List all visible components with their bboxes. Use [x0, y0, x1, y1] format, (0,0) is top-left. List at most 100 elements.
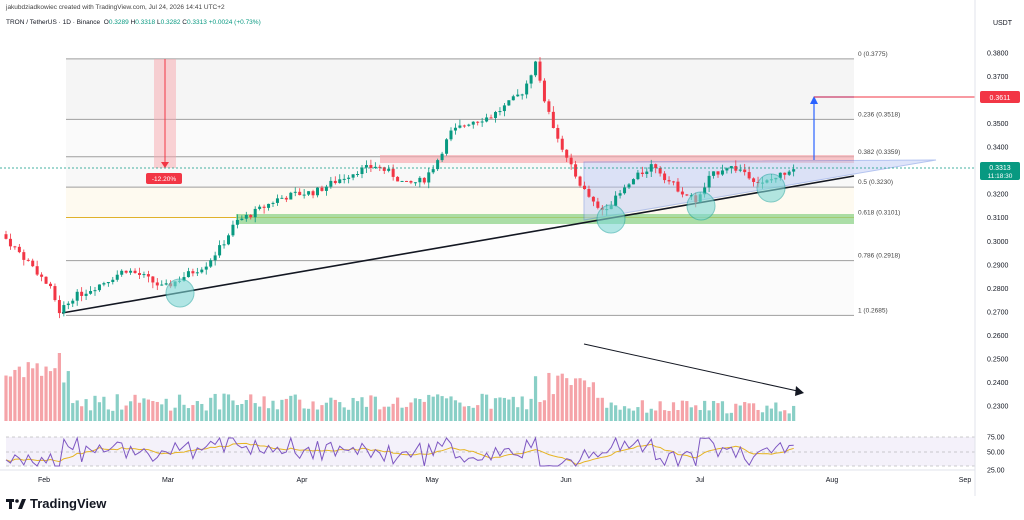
- volume-bar: [151, 401, 155, 421]
- volume-bar: [8, 376, 13, 421]
- volume-bar: [591, 382, 595, 421]
- candle-body: [485, 117, 489, 122]
- candle-body: [40, 274, 44, 277]
- time-tick: Jun: [560, 477, 571, 484]
- candle-body: [445, 139, 449, 154]
- volume-bar: [66, 371, 70, 421]
- volume-bar: [711, 400, 716, 421]
- volume-bar: [164, 398, 168, 421]
- candle-body: [57, 300, 61, 314]
- volume-bar: [155, 401, 159, 421]
- candle-body: [129, 270, 133, 273]
- time-tick: Aug: [826, 477, 839, 484]
- candle-body: [80, 291, 84, 296]
- open-label: O: [103, 19, 109, 26]
- volume-bar: [689, 407, 693, 421]
- volume-bar: [769, 408, 773, 421]
- drawdown-arrowhead: [161, 162, 169, 168]
- time-axis[interactable]: Feb Mar Apr May Jun Jul Aug Sep: [38, 477, 971, 484]
- candle-body: [347, 177, 351, 179]
- candle-body: [725, 168, 729, 171]
- volume-bar: [774, 402, 778, 421]
- candle-body: [476, 121, 480, 123]
- candle-body: [71, 300, 75, 304]
- candle-body: [507, 100, 511, 106]
- candle-body: [547, 101, 551, 112]
- candle-body: [351, 174, 355, 178]
- volume-bar: [71, 403, 75, 421]
- volume-bar: [547, 372, 551, 421]
- volume-bar: [369, 395, 373, 421]
- candle-body: [66, 303, 70, 306]
- volume-bar: [311, 401, 315, 421]
- candle-body: [320, 187, 324, 191]
- volume-bar: [284, 398, 288, 421]
- support-zone: [236, 214, 854, 224]
- logo-text: TradingView: [30, 496, 107, 511]
- close-value: 0.3313: [187, 19, 207, 26]
- volume-bar: [409, 402, 413, 421]
- volume-bar: [707, 410, 711, 421]
- candle-body: [720, 170, 724, 175]
- candle-body: [138, 273, 141, 275]
- volume-bar: [400, 407, 404, 421]
- volume-bar: [671, 402, 676, 421]
- volume-bar: [680, 400, 684, 421]
- volume-bar: [605, 407, 609, 421]
- volume-bar: [258, 406, 262, 421]
- volume-bar: [538, 402, 542, 421]
- candle-body: [658, 168, 662, 174]
- candle-body: [436, 160, 440, 170]
- volume-bar: [177, 394, 182, 421]
- volume-bar: [222, 393, 226, 421]
- candle-body: [631, 179, 635, 185]
- time-tick: Sep: [959, 477, 972, 484]
- price-chart[interactable]: 0 (0.3775) 0.236 (0.3518) 0.382 (0.3359) 0.…: [0, 0, 1024, 496]
- tradingview-logo[interactable]: TradingView: [6, 496, 106, 511]
- time-tick: May: [425, 477, 439, 484]
- volume-bar: [129, 401, 133, 421]
- volume-bar: [578, 378, 582, 421]
- volume-bar: [458, 402, 462, 421]
- volume-bar: [614, 405, 618, 421]
- volume-bar: [57, 353, 61, 421]
- candle-body: [160, 284, 164, 286]
- volume-bar: [342, 407, 346, 421]
- volume-bar: [378, 409, 382, 421]
- volume-bar: [627, 408, 631, 421]
- drawdown-badge: [146, 173, 182, 184]
- candle-body: [284, 197, 288, 200]
- volume-bar: [226, 394, 231, 421]
- volume-bar: [22, 377, 26, 421]
- volume-bar: [493, 398, 498, 421]
- candle-body: [431, 169, 435, 173]
- candle-body: [480, 121, 484, 123]
- candle-body: [249, 214, 253, 218]
- touch-circle-2: [596, 204, 626, 234]
- volume-bar: [645, 412, 649, 421]
- volume-bar: [511, 396, 515, 421]
- volume-bar: [307, 408, 311, 421]
- candle-body: [164, 283, 168, 285]
- candle-body: [53, 286, 57, 301]
- volume-bar: [315, 409, 320, 421]
- price-axis[interactable]: 0.38000.37000.36000.35000.34000.33000.32…: [987, 51, 1009, 411]
- volume-bar: [106, 409, 110, 421]
- volume-bar: [738, 405, 742, 421]
- candle-body: [89, 291, 93, 294]
- candle-body: [574, 164, 578, 177]
- candle-body: [462, 125, 466, 127]
- candle-body: [369, 165, 373, 168]
- candle-body: [583, 185, 586, 190]
- volume-bar: [186, 408, 191, 421]
- volume-bar: [191, 405, 195, 421]
- volume-bar: [787, 413, 791, 421]
- candle-body: [685, 194, 689, 196]
- candle-body: [707, 175, 711, 188]
- candle-body: [338, 179, 342, 184]
- volume-bar: [182, 404, 186, 421]
- candle-body: [240, 218, 244, 220]
- candle-body: [151, 276, 155, 283]
- volume-bar: [725, 413, 729, 421]
- high-value: 0.3318: [135, 19, 156, 26]
